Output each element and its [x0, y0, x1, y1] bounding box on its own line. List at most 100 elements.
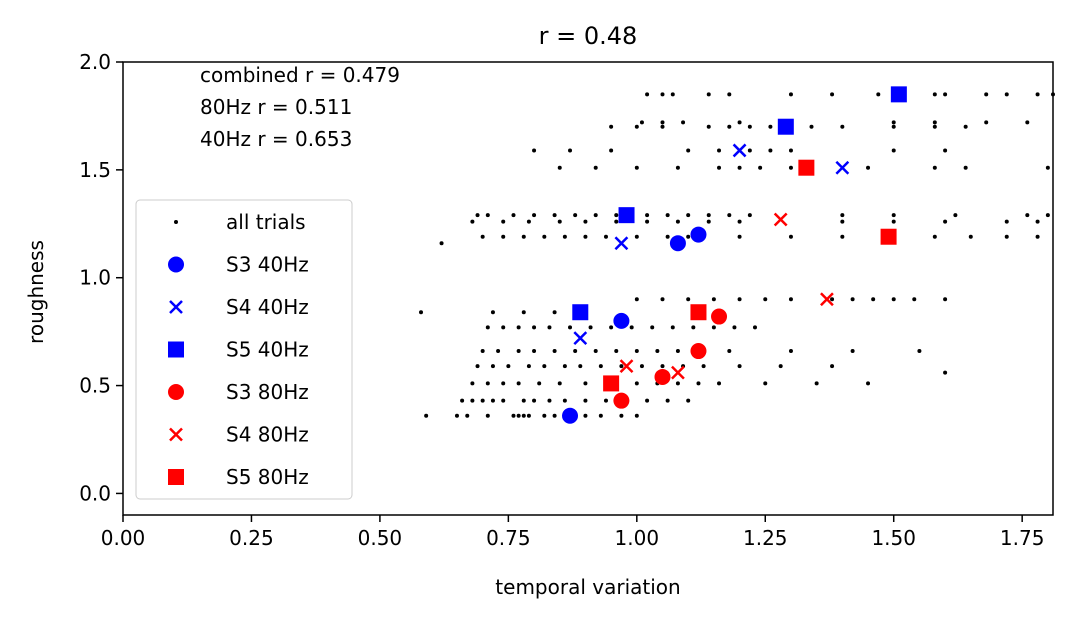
all-trials-point — [470, 398, 475, 403]
legend-label-s4-80hz: S4 80Hz — [226, 423, 309, 447]
all-trials-point — [634, 349, 639, 354]
all-trials-point — [675, 349, 680, 354]
all-trials-point — [943, 370, 948, 375]
s5-80hz-point — [690, 304, 707, 321]
all-trials-point — [521, 413, 526, 418]
all-trials-point — [1035, 219, 1040, 224]
all-trials-point — [634, 297, 639, 302]
all-trials-point — [634, 234, 639, 239]
all-trials-point — [516, 413, 521, 418]
x-tick-label: 1.00 — [615, 526, 660, 550]
all-trials-point — [568, 148, 573, 153]
all-trials-point — [583, 381, 588, 386]
all-trials-point — [496, 349, 501, 354]
all-trials-point — [891, 297, 896, 302]
all-trials-point — [891, 120, 896, 125]
all-trials-point — [737, 364, 742, 369]
all-trials-point — [675, 381, 680, 386]
legend-label-s4-40hz: S4 40Hz — [226, 295, 309, 319]
x-tick-label: 0.25 — [229, 526, 274, 550]
all-trials-point — [1045, 165, 1050, 170]
all-trials-point — [562, 364, 567, 369]
all-trials-point — [547, 325, 552, 330]
all-trials-point — [1004, 92, 1009, 97]
s3-80hz-point — [690, 343, 707, 360]
all-trials-point — [670, 92, 675, 97]
s4-80hz-point — [671, 365, 685, 380]
all-trials-point — [768, 148, 773, 153]
all-trials-point — [866, 381, 871, 386]
all-trials-point — [583, 234, 588, 239]
all-trials-point — [454, 413, 459, 418]
annotation-combined: combined r = 0.479 — [200, 63, 400, 87]
all-trials-point — [485, 325, 490, 330]
legend-marker-s4-80hz — [169, 427, 183, 442]
all-trials-point — [650, 325, 655, 330]
all-trials-point — [737, 165, 742, 170]
all-trials-point — [706, 92, 711, 97]
all-trials-point — [480, 234, 485, 239]
all-trials-point — [840, 234, 845, 239]
all-trials-point — [634, 381, 639, 386]
all-trials-point — [866, 165, 871, 170]
all-trials-point — [891, 148, 896, 153]
all-trials-point — [660, 297, 665, 302]
all-trials-point — [521, 234, 526, 239]
all-trials-point — [578, 364, 583, 369]
all-trials-point — [711, 297, 716, 302]
s4-40hz-point — [732, 143, 747, 158]
all-trials-point — [891, 219, 896, 224]
legend-label-s3-40hz: S3 40Hz — [226, 253, 309, 277]
all-trials-point — [814, 381, 819, 386]
y-tick-label: 2.0 — [79, 50, 111, 74]
x-tick-label: 0.00 — [101, 526, 146, 550]
all-trials-point — [706, 213, 711, 218]
all-trials-point — [686, 297, 691, 302]
all-trials-point — [552, 310, 557, 315]
all-trials-point — [634, 165, 639, 170]
s4-80hz-point — [820, 292, 834, 307]
all-trials-point — [516, 381, 521, 386]
all-trials-point — [1045, 213, 1050, 218]
correlation-annotations: combined r = 0.479 80Hz r = 0.511 40Hz r… — [200, 63, 400, 151]
legend-label-s5-40hz: S5 40Hz — [226, 338, 309, 362]
all-trials-point — [532, 398, 537, 403]
all-trials-point — [521, 310, 526, 315]
all-trials-point — [763, 297, 768, 302]
s5-40hz-point — [890, 86, 907, 103]
all-trials-point — [598, 364, 603, 369]
all-trials-point — [747, 213, 752, 218]
all-trials-point — [675, 165, 680, 170]
all-trials-point — [583, 413, 588, 418]
legend-marker-s5-40hz — [168, 341, 184, 358]
all-trials-point — [645, 92, 650, 97]
all-trials-point — [788, 92, 793, 97]
legend-label-all-trials: all trials — [226, 210, 306, 234]
all-trials-point — [501, 325, 506, 330]
all-trials-point — [830, 92, 835, 97]
s5-40hz-point — [618, 207, 635, 224]
all-trials-point — [686, 398, 691, 403]
all-trials-point — [830, 297, 835, 302]
all-trials-point — [932, 165, 937, 170]
all-trials-point — [691, 325, 696, 330]
all-trials-point — [737, 297, 742, 302]
all-trials-point — [532, 325, 537, 330]
all-trials-point — [984, 92, 989, 97]
all-trials-point — [485, 381, 490, 386]
s3-80hz-point — [613, 392, 630, 409]
all-trials-point — [609, 148, 614, 153]
all-trials-point — [460, 398, 465, 403]
all-trials-point — [593, 213, 598, 218]
all-trials-point — [516, 349, 521, 354]
all-trials-point — [953, 213, 958, 218]
all-trials-point — [480, 349, 485, 354]
s3-40hz-point — [690, 226, 707, 243]
all-trials-point — [943, 148, 948, 153]
all-trials-point — [573, 349, 578, 354]
all-trials-point — [727, 124, 732, 129]
all-trials-point — [419, 310, 424, 315]
y-axis-ticks: 0.0 0.5 1.0 1.5 2.0 — [79, 50, 123, 505]
all-trials-point — [475, 364, 480, 369]
